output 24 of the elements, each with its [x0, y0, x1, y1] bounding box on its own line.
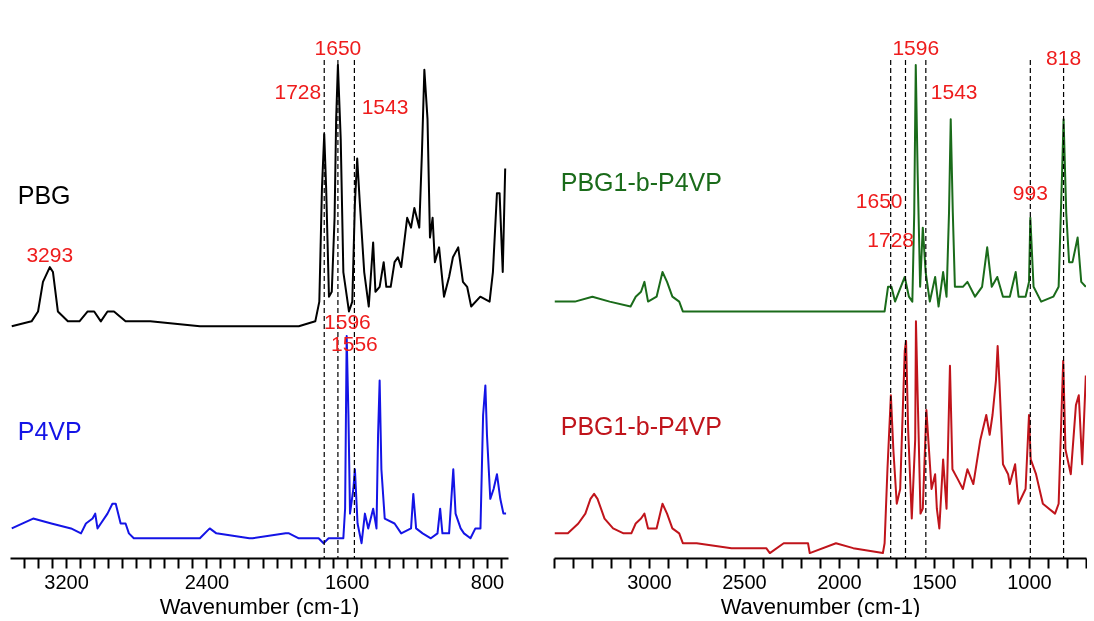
- annotation: 1728: [274, 80, 322, 104]
- annotation: 1596: [892, 36, 940, 59]
- annotation: 1596: [324, 309, 371, 333]
- x-tick-label: 3200: [44, 570, 89, 593]
- x-tick-label: 1600: [324, 570, 370, 593]
- x-tick-label: 3000: [627, 570, 672, 593]
- text: PBG1-b-P4VP: [560, 168, 722, 197]
- x-tick-label: 2000: [817, 570, 862, 593]
- text: P4VP: [17, 417, 82, 446]
- x-tick-label: 800: [470, 570, 505, 593]
- annotation: 3293: [26, 243, 74, 267]
- annotation: 1728: [867, 228, 915, 252]
- text: PBG1-b-P4VP: [560, 412, 722, 441]
- x-tick-label: 2500: [722, 570, 767, 593]
- text: PBG: [17, 180, 71, 209]
- annotation: 1543: [930, 80, 978, 104]
- x-tick-label: 2400: [184, 570, 230, 593]
- annotation: 1650: [855, 188, 903, 212]
- annotation: 1650: [314, 36, 362, 59]
- annotation: 1543: [361, 95, 409, 119]
- annotation: 993: [1012, 181, 1048, 205]
- x-tick-label: 1000: [1007, 570, 1052, 593]
- x-tick-label: 1500: [912, 570, 957, 593]
- annotation: 818: [1046, 45, 1082, 69]
